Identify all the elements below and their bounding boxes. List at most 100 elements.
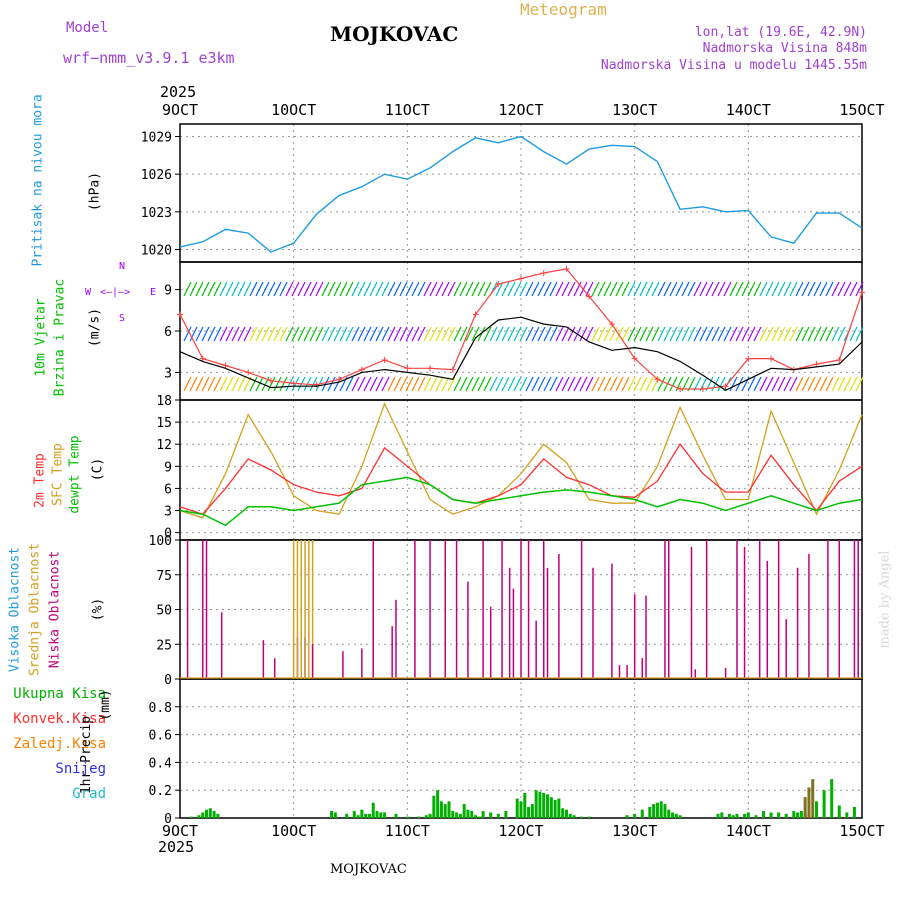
wind-barb (249, 376, 258, 392)
wind-barb (195, 281, 204, 297)
wind-barb (543, 376, 552, 392)
total-rain-bar (208, 808, 212, 818)
wind-barb (399, 326, 408, 342)
wind-barb (621, 281, 630, 297)
wind-barb (399, 281, 408, 297)
wind-barb (771, 281, 780, 297)
wind-barb (381, 376, 390, 392)
y-tick-label: 0.6 (149, 729, 172, 744)
temp-2m-line (179, 443, 863, 515)
total-rain-bar (474, 815, 478, 818)
wind-barb (273, 376, 282, 392)
wind-barb (729, 326, 738, 342)
wind-barb (843, 281, 852, 297)
total-rain-bar (424, 815, 428, 818)
wind-barb (783, 376, 792, 392)
total-rain-bar (659, 801, 663, 818)
bottom-day-label: 15OCT (839, 822, 884, 840)
snow-bar (811, 779, 815, 818)
wind-barb (789, 326, 798, 342)
wind-barb (207, 326, 216, 342)
wind-barb (537, 376, 546, 392)
wind-barb (345, 376, 354, 392)
wind-barb (339, 281, 348, 297)
wind-barb (183, 376, 192, 392)
panel-frame (179, 399, 863, 541)
total-rain-bar (205, 809, 209, 818)
wind-barb (771, 326, 780, 342)
wind-barb (825, 376, 834, 392)
wind-barb (189, 326, 198, 342)
wind-barb (579, 376, 588, 392)
year-top: 2025 (160, 83, 197, 101)
wind-barb (243, 376, 252, 392)
y-tick-label: 12 (156, 438, 172, 453)
wind-barb (231, 281, 240, 297)
wind-barb (273, 326, 282, 342)
total-rain-bar (799, 811, 803, 818)
wind-barb (633, 376, 642, 392)
wind-barb (753, 326, 762, 342)
wind-barb (309, 326, 318, 342)
wind-barb (339, 326, 348, 342)
wind-barb (813, 281, 822, 297)
wind-barb (447, 376, 456, 392)
total-rain-bar (784, 813, 788, 818)
wind-barb (777, 376, 786, 392)
total-rain-bar (466, 809, 470, 818)
wind-barb (855, 376, 864, 392)
wind-barb (435, 376, 444, 392)
wind-barb (231, 326, 240, 342)
wind-barb (687, 326, 696, 342)
wind-barb (681, 281, 690, 297)
total-rain-bar (436, 790, 440, 818)
wind-barb (603, 326, 612, 342)
wind-barb (783, 281, 792, 297)
wind-barb (729, 281, 738, 297)
wind-speed-line (179, 316, 863, 391)
wind-barb (669, 281, 678, 297)
wind-barb (459, 376, 468, 392)
y-tick-label: 6 (164, 325, 172, 340)
wind-barb (345, 281, 354, 297)
wind-barb (801, 326, 810, 342)
wind-barb (357, 326, 366, 342)
y-tick-label: 0.4 (149, 756, 173, 771)
wind-barb (597, 326, 606, 342)
wind-barb (561, 376, 570, 392)
wind-barb (501, 326, 510, 342)
legend-freezing-rain: Zaledj.Kisa (13, 736, 106, 752)
legend-convective-rain: Konvek.Kisa (13, 711, 106, 727)
wind-barb (189, 281, 198, 297)
wind-barb (663, 281, 672, 297)
total-rain-bar (496, 813, 500, 818)
total-rain-bar (822, 790, 826, 818)
wind-barb (645, 326, 654, 342)
wind-barb (711, 281, 720, 297)
wind-barb (591, 281, 600, 297)
wind-barb (651, 281, 660, 297)
wind-barb (279, 376, 288, 392)
wind-barb (507, 281, 516, 297)
y-tick-label: 1020 (141, 243, 172, 258)
wind-barb (303, 281, 312, 297)
wind-barb (411, 281, 420, 297)
wind-barb (351, 376, 360, 392)
wind-barb (573, 376, 582, 392)
total-rain-bar (546, 794, 550, 818)
wind-barb (471, 281, 480, 297)
wind-barb (639, 376, 648, 392)
wind-barb (459, 326, 468, 342)
wind-barb (423, 376, 432, 392)
wind-barb (321, 326, 330, 342)
wind-barb (477, 281, 486, 297)
legend-snow: Snijeg (55, 761, 106, 777)
wind-barb (543, 326, 552, 342)
wind-barb (645, 281, 654, 297)
wind-barb (765, 281, 774, 297)
y-tick-label: 75 (156, 569, 172, 584)
wind-barb (489, 326, 498, 342)
wind-barb (357, 376, 366, 392)
wind-barb (369, 281, 378, 297)
